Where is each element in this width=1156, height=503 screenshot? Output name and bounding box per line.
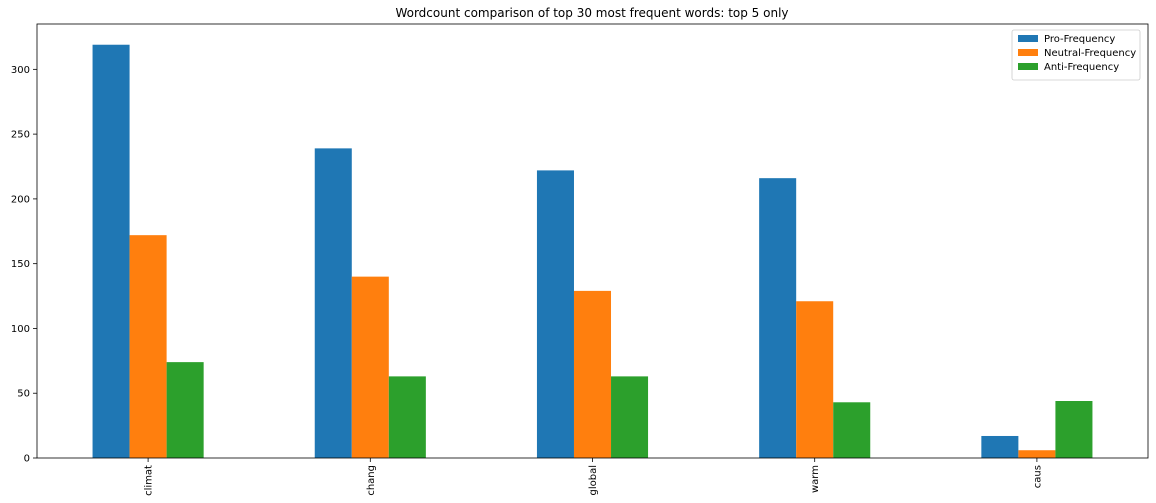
y-tick-label: 250 <box>11 130 30 141</box>
bar-chang-pro-frequency <box>314 148 352 458</box>
bar-chang-neutral-frequency <box>351 276 389 458</box>
legend-swatch <box>1018 35 1038 42</box>
legend-swatch <box>1018 49 1038 56</box>
bar-caus-neutral-frequency <box>1018 450 1056 458</box>
y-tick-label: 100 <box>11 324 30 335</box>
x-tick-label: warm <box>810 465 821 493</box>
x-tick-label: global <box>588 465 599 496</box>
legend-swatch <box>1018 63 1038 70</box>
bar-warm-anti-frequency <box>833 402 871 458</box>
legend-box <box>1011 29 1141 81</box>
legend-label: Anti-Frequency <box>1044 62 1119 73</box>
chart-title: Wordcount comparison of top 30 most freq… <box>395 6 788 20</box>
bar-caus-anti-frequency <box>1055 401 1093 458</box>
bar-warm-pro-frequency <box>759 178 797 459</box>
legend-label: Neutral-Frequency <box>1044 48 1136 59</box>
y-axis-ticks: 0 50 100 150 200 250 300 <box>11 65 37 465</box>
y-tick-label: 0 <box>24 454 30 465</box>
bars-group <box>92 44 1093 459</box>
x-tick-label: chang <box>366 465 377 496</box>
y-tick-label: 200 <box>11 194 30 205</box>
legend-label: Pro-Frequency <box>1044 34 1115 45</box>
legend: Pro-Frequency Neutral-Frequency Anti-Frequ… <box>1011 29 1141 81</box>
bar-global-neutral-frequency <box>573 290 612 458</box>
y-tick-label: 300 <box>11 65 30 76</box>
bar-global-pro-frequency <box>536 170 574 458</box>
bar-warm-neutral-frequency <box>796 301 834 458</box>
plot-frame <box>36 23 1149 459</box>
bar-climat-pro-frequency <box>92 44 130 458</box>
x-tick-label: caus <box>1032 465 1043 488</box>
bar-climat-neutral-frequency <box>129 235 167 458</box>
y-tick-label: 50 <box>17 389 30 400</box>
x-axis-ticks: climat chang global warm caus <box>144 458 1043 496</box>
bar-caus-pro-frequency <box>981 435 1019 458</box>
bar-chang-anti-frequency <box>388 376 426 458</box>
x-tick-label: climat <box>144 465 155 496</box>
bar-global-anti-frequency <box>611 376 649 458</box>
bar-climat-anti-frequency <box>166 362 204 458</box>
y-tick-label: 150 <box>11 259 30 270</box>
